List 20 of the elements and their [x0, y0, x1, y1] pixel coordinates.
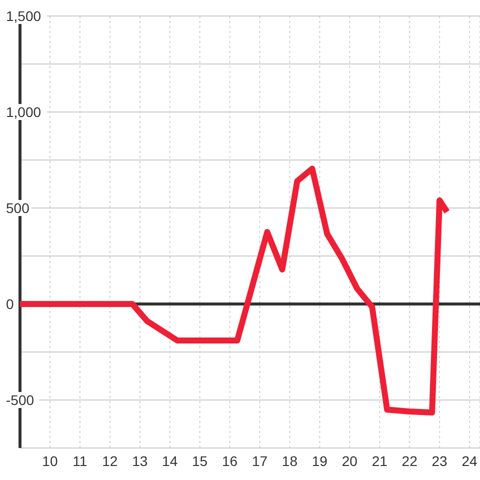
- x-tick-label: 23: [432, 452, 448, 469]
- y-tick-label: 1,500: [6, 8, 42, 24]
- y-tick-label: 0: [6, 296, 14, 312]
- x-tick-label: 13: [132, 452, 148, 469]
- y-tick-label: 500: [6, 200, 30, 216]
- x-tick-label: 11: [72, 452, 88, 469]
- x-tick-label: 15: [192, 452, 208, 469]
- x-tick-label: 14: [162, 452, 178, 469]
- x-tick-label: 12: [102, 452, 118, 469]
- y-tick-label: 1,000: [6, 104, 42, 120]
- x-tick-label: 22: [402, 452, 418, 469]
- x-tick-label: 21: [372, 452, 388, 469]
- x-tick-label: 19: [312, 452, 328, 469]
- x-tick-label: 24: [462, 452, 478, 469]
- x-tick-label: 10: [42, 452, 58, 469]
- x-tick-label: 18: [282, 452, 298, 469]
- x-tick-label: 17: [252, 452, 268, 469]
- x-tick-label: 20: [342, 452, 358, 469]
- x-tick-label: 16: [222, 452, 238, 469]
- y-tick-label: -500: [6, 392, 34, 408]
